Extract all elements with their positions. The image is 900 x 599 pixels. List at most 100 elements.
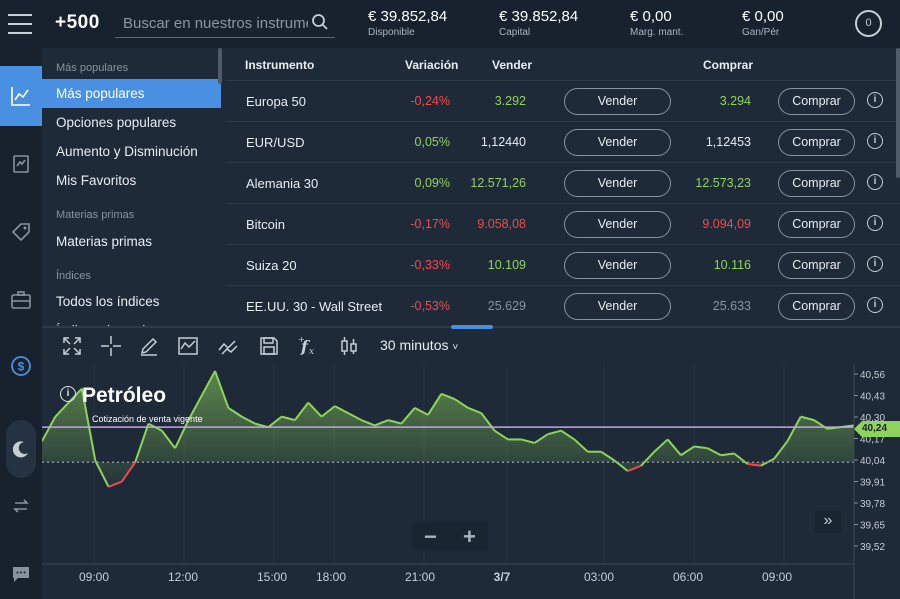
candlestick-icon[interactable] xyxy=(338,335,360,357)
instrument-name[interactable]: Alemania 30 xyxy=(246,176,319,191)
stat-value: € 39.852,84 xyxy=(368,8,448,25)
buy-button[interactable]: Comprar xyxy=(778,211,855,238)
sell-button[interactable]: Vender xyxy=(564,252,671,279)
stat-value: € 0,00 xyxy=(742,8,784,25)
info-icon[interactable]: i xyxy=(867,215,883,231)
buy-button[interactable]: Comprar xyxy=(778,293,855,320)
price-line-segment xyxy=(41,416,57,442)
instrument-name[interactable]: EE.UU. 30 - Wall Street xyxy=(246,299,383,314)
buy-button[interactable]: Comprar xyxy=(778,170,855,197)
price-line-segment xyxy=(134,423,150,463)
x-tick-label: 21:00 xyxy=(405,570,435,584)
indicator-icon[interactable] xyxy=(177,335,199,357)
rail-positions-button[interactable] xyxy=(0,134,42,194)
crosshair-icon[interactable] xyxy=(100,335,122,357)
menu-item-most-popular[interactable]: Más populares xyxy=(42,79,221,108)
price-line-segment xyxy=(627,464,642,472)
table-row[interactable]: Europa 50 -0,24% 3.292 Vender 3.294 Comprar i xyxy=(226,80,900,121)
search-icon[interactable] xyxy=(311,13,329,31)
instrument-name[interactable]: Bitcoin xyxy=(246,217,286,232)
save-icon[interactable] xyxy=(258,335,280,357)
logo[interactable]: +500 xyxy=(55,12,100,33)
stat-label: Gan/Pér xyxy=(742,27,780,38)
column-instrument[interactable]: Instrumento xyxy=(245,58,315,72)
sell-button[interactable]: Vender xyxy=(564,88,671,115)
zoom-in-button[interactable]: + xyxy=(463,524,476,549)
sell-button[interactable]: Vender xyxy=(564,211,671,238)
table-scrollbar[interactable] xyxy=(896,48,900,178)
theme-toggle[interactable] xyxy=(6,420,36,478)
column-buy[interactable]: Comprar xyxy=(703,58,754,72)
sell-button[interactable]: Vender xyxy=(564,129,671,156)
x-tick-label: 03:00 xyxy=(584,570,614,584)
menu-section-commodities: Materias primas xyxy=(56,209,135,221)
instrument-change: -0,53% xyxy=(410,299,450,313)
buy-button[interactable]: Comprar xyxy=(778,129,855,156)
function-icon[interactable]: f x + xyxy=(297,335,319,357)
rail-portfolio-button[interactable] xyxy=(0,270,42,330)
rail-trade-button[interactable] xyxy=(0,66,42,126)
table-row[interactable]: Alemania 30 0,09% 12.571,26 Vender 12.573,23… xyxy=(226,162,900,203)
search-input[interactable] xyxy=(123,12,308,34)
instrument-name[interactable]: Suiza 20 xyxy=(246,258,297,273)
price-line-segment xyxy=(707,447,722,457)
info-icon[interactable]: i xyxy=(867,297,883,313)
price-area xyxy=(42,371,854,487)
info-icon[interactable]: i xyxy=(867,174,883,190)
x-tick-label: 12:00 xyxy=(168,570,198,584)
instrument-change: -0,17% xyxy=(410,217,450,231)
chart-info-icon[interactable]: i xyxy=(60,386,76,402)
panel-resize-handle[interactable] xyxy=(451,325,493,329)
hamburger-menu-icon[interactable] xyxy=(8,14,32,34)
rail-orders-button[interactable] xyxy=(0,202,42,262)
price-line-segment xyxy=(694,445,708,450)
chart-canvas[interactable]: 40,56 40,43 40,30 40,17 40,04 39,91 39,78 39,65… xyxy=(41,364,900,599)
instrument-table: Instrumento Variación Vender Comprar Eur… xyxy=(226,48,900,326)
instrument-name[interactable]: Europa 50 xyxy=(246,94,306,109)
instrument-name[interactable]: EUR/USD xyxy=(246,135,305,150)
menu-item-commodities[interactable]: Materias primas xyxy=(56,234,153,249)
zoom-out-button[interactable]: − xyxy=(424,524,437,549)
column-sell[interactable]: Vender xyxy=(492,58,533,72)
sell-button[interactable]: Vender xyxy=(564,170,671,197)
search-box[interactable] xyxy=(115,8,335,38)
price-line-segment xyxy=(533,433,549,444)
y-tick-label: 39,78 xyxy=(860,499,885,510)
table-row[interactable]: Bitcoin -0,17% 9.058,08 Vender 9.094,09 Compr… xyxy=(226,203,900,244)
menu-item-all-indices[interactable]: Todos los índices xyxy=(56,294,160,309)
expand-icon[interactable] xyxy=(61,335,83,357)
trend-icon[interactable] xyxy=(217,335,239,357)
scroll-to-latest-button[interactable]: » xyxy=(815,511,841,533)
column-change[interactable]: Variación xyxy=(405,58,459,72)
price-chart[interactable]: 40,56 40,43 40,30 40,17 40,04 39,91 39,78 39,65… xyxy=(41,364,900,599)
table-row[interactable]: EUR/USD 0,05% 1,12440 Vender 1,12453 Comprar i xyxy=(226,121,900,162)
rail-chat-button[interactable] xyxy=(0,544,42,599)
menu-item-rise-and-fall[interactable]: Aumento y Disminución xyxy=(56,144,198,159)
table-row[interactable]: Suiza 20 -0,33% 10.109 Vender 10.116 Comprar i xyxy=(226,244,900,285)
moon-icon xyxy=(12,441,28,458)
menu-scrollbar[interactable] xyxy=(218,48,222,84)
info-icon[interactable]: i xyxy=(867,133,883,149)
buy-button[interactable]: Comprar xyxy=(778,88,855,115)
x-tick-label: 09:00 xyxy=(79,570,109,584)
info-icon[interactable]: i xyxy=(867,92,883,108)
rail-funds-button[interactable]: $ xyxy=(0,336,42,396)
price-line-segment xyxy=(161,430,176,449)
draw-icon[interactable] xyxy=(138,335,160,357)
menu-item-favorites[interactable]: Mis Favoritos xyxy=(56,173,137,188)
stat-value: € 39.852,84 xyxy=(499,8,579,25)
svg-text:x: x xyxy=(309,347,314,357)
price-line-segment xyxy=(80,388,97,461)
timeframe-dropdown[interactable]: 30 minutos ˅ xyxy=(380,337,458,353)
stat-maintenance-margin: € 0,00 Marg. mant. xyxy=(630,8,683,38)
sell-button[interactable]: Vender xyxy=(564,293,671,320)
info-icon[interactable]: i xyxy=(867,256,883,272)
menu-item-stock-indices[interactable]: Índices de acciones xyxy=(42,316,175,326)
notifications-button[interactable]: 0 xyxy=(855,10,882,37)
menu-item-popular-options[interactable]: Opciones populares xyxy=(56,115,177,130)
menu-section-popular: Más populares xyxy=(56,62,129,74)
table-row[interactable]: EE.UU. 30 - Wall Street -0,53% 25.629 Vende… xyxy=(226,285,900,326)
y-tick-label: 39,91 xyxy=(860,478,885,489)
rail-switch-account-button[interactable] xyxy=(0,476,42,536)
buy-button[interactable]: Comprar xyxy=(778,252,855,279)
